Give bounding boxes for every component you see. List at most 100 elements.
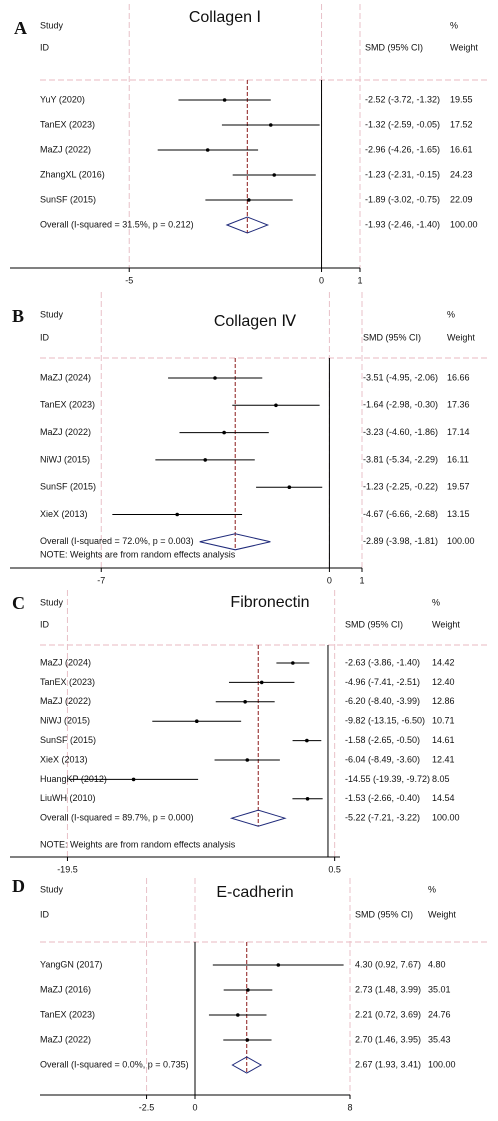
weight-label: 17.52 (450, 119, 473, 129)
ci-label: 2.70 (1.46, 3.95) (355, 1034, 421, 1044)
weight-label: 16.61 (450, 144, 473, 154)
weight-label: 13.15 (447, 509, 470, 519)
study-label: TanEX (2023) (40, 400, 95, 410)
study-label: YuY (2020) (40, 94, 85, 104)
point-estimate (305, 797, 310, 801)
weight-label: 35.01 (428, 984, 451, 994)
point-estimate (213, 376, 217, 380)
weight-label: 12.86 (432, 696, 455, 706)
point-estimate (259, 680, 264, 685)
ci-label: -9.82 (-13.15, -6.50) (345, 716, 425, 726)
panel-letter: B (12, 306, 24, 326)
study-label: XieX (2013) (40, 754, 88, 764)
ci-label: -1.23 (-2.31, -0.15) (365, 169, 440, 179)
panel-title: Collagen Ⅰ (189, 9, 261, 26)
study-label: SunSF (2015) (40, 482, 96, 492)
header-percent: % (432, 597, 440, 607)
x-tick-label: 0 (192, 1102, 197, 1112)
ci-label: -1.23 (-2.25, -0.22) (363, 482, 438, 492)
overall-diamond (231, 1056, 263, 1074)
overall-diamond (199, 533, 271, 551)
header-percent: % (428, 884, 436, 894)
panel-letter: C (12, 593, 25, 613)
ci-label: -14.55 (-19.39, -9.72) (345, 774, 430, 784)
point-estimate (268, 123, 273, 127)
header-percent: % (450, 20, 458, 30)
weight-label: 24.23 (450, 169, 473, 179)
point-estimate (247, 198, 251, 202)
point-estimate (175, 512, 179, 517)
study-label: MaZJ (2024) (40, 657, 91, 667)
weight-label: 35.43 (428, 1034, 451, 1044)
overall-ci-label: -1.93 (-2.46, -1.40) (365, 219, 440, 229)
header-study: Study (40, 884, 64, 894)
weight-label: 17.36 (447, 400, 470, 410)
point-estimate (291, 661, 295, 665)
header-effect: SMD (95% CI) (355, 909, 413, 919)
x-tick-label: 0 (327, 575, 332, 585)
header-id: ID (40, 332, 50, 342)
weight-label: 4.80 (428, 959, 446, 969)
ci-label: -6.20 (-8.40, -3.99) (345, 696, 420, 706)
study-label: XieX (2013) (40, 509, 88, 519)
ci-label: -3.81 (-5.34, -2.29) (363, 454, 438, 464)
header-weight: Weight (432, 619, 460, 629)
x-tick-label: -19.5 (57, 864, 78, 874)
header-effect: SMD (95% CI) (345, 619, 403, 629)
x-tick-label: -2.5 (139, 1102, 155, 1112)
point-estimate (243, 700, 247, 704)
point-estimate (245, 1038, 250, 1042)
ci-label: -6.04 (-8.49, -3.60) (345, 754, 420, 764)
ci-label: -1.89 (-3.02, -0.75) (365, 194, 440, 204)
weight-label: 12.41 (432, 754, 455, 764)
point-estimate (272, 173, 277, 177)
header-weight: Weight (447, 332, 475, 342)
study-label: ZhangXL (2016) (40, 169, 105, 179)
point-estimate (222, 430, 226, 435)
overall-ci-label: 2.67 (1.93, 3.41) (355, 1059, 421, 1069)
ci-label: 4.30 (0.92, 7.67) (355, 959, 421, 969)
x-tick-label: 0 (319, 275, 324, 285)
point-estimate (276, 963, 281, 967)
header-effect: SMD (95% CI) (363, 332, 421, 342)
weight-label: 22.09 (450, 194, 473, 204)
ci-label: -2.63 (-3.86, -1.40) (345, 657, 420, 667)
x-tick-label: 1 (357, 275, 362, 285)
point-estimate (205, 148, 210, 152)
point-estimate (305, 738, 309, 743)
overall-ci-label: -2.89 (-3.98, -1.81) (363, 536, 438, 546)
ci-label: -3.51 (-4.95, -2.06) (363, 372, 438, 382)
header-study: Study (40, 309, 64, 319)
header-id: ID (40, 909, 50, 919)
point-estimate (203, 458, 208, 462)
weight-label: 19.55 (450, 94, 473, 104)
overall-weight: 100.00 (450, 219, 478, 229)
overall-weight: 100.00 (428, 1059, 456, 1069)
study-label: NiWJ (2015) (40, 454, 90, 464)
weight-label: 10.71 (432, 716, 455, 726)
study-label: MaZJ (2022) (40, 1034, 91, 1044)
overall-label: Overall (I-squared = 0.0%, p = 0.735) (40, 1059, 189, 1069)
panel-title: Collagen Ⅳ (214, 313, 297, 330)
overall-weight: 100.00 (447, 536, 475, 546)
point-estimate (245, 758, 250, 762)
weight-label: 8.05 (432, 774, 450, 784)
study-label: SunSF (2015) (40, 194, 96, 204)
ci-label: -4.67 (-6.66, -2.68) (363, 509, 438, 519)
panel-letter: A (14, 18, 27, 38)
weight-label: 14.54 (432, 793, 455, 803)
study-label: SunSF (2015) (40, 735, 96, 745)
panel-title: E-cadherin (216, 884, 293, 901)
overall-diamond (229, 809, 287, 827)
study-label: MaZJ (2016) (40, 984, 91, 994)
ci-label: -2.96 (-4.26, -1.65) (365, 144, 440, 154)
ci-label: -3.23 (-4.60, -1.86) (363, 427, 438, 437)
x-tick-label: -5 (125, 275, 133, 285)
study-label: MaZJ (2022) (40, 696, 91, 706)
point-estimate (194, 719, 199, 723)
ci-label: -1.58 (-2.65, -0.50) (345, 735, 420, 745)
x-tick-label: -7 (97, 575, 105, 585)
panel-title: Fibronectin (230, 594, 309, 611)
ci-label: -1.53 (-2.66, -0.40) (345, 793, 420, 803)
